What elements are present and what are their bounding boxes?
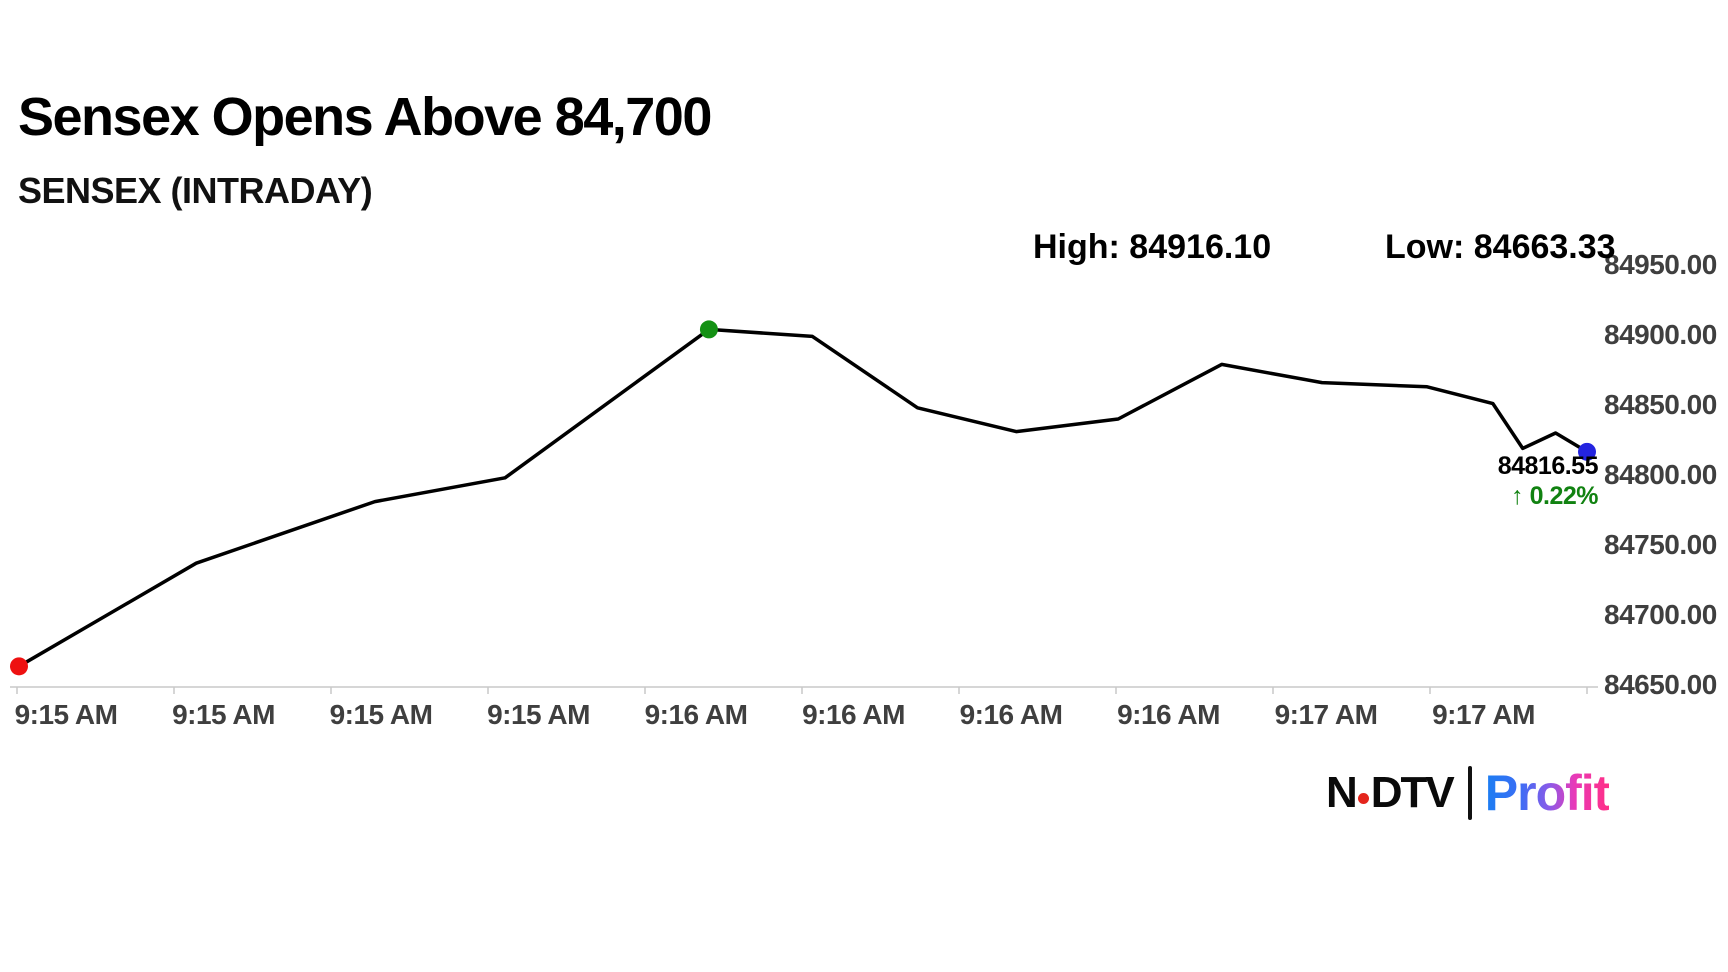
marker-last-price	[1578, 442, 1596, 461]
marker-session-peak	[699, 320, 718, 339]
x-tick-label: 9:15 AM	[172, 699, 275, 730]
ndtv-wordmark: N DTV	[1326, 768, 1455, 818]
low-value-label: Low: 84663.33	[1385, 228, 1616, 266]
page-title: Sensex Opens Above 84,700	[18, 87, 712, 147]
logo-divider	[1467, 766, 1472, 820]
last-price-value: 84816.55	[1497, 452, 1599, 480]
y-tick-label: 84750.00	[1604, 529, 1717, 560]
y-tick-label: 84800.00	[1604, 459, 1717, 490]
x-tick-label: 9:15 AM	[487, 699, 590, 730]
profit-wordmark: Profit	[1484, 765, 1611, 821]
ndtv-letters-dtv: DTV	[1370, 768, 1455, 817]
ndtv-logo-dot-icon	[1357, 793, 1369, 804]
y-tick-label: 84900.00	[1604, 319, 1717, 350]
marker-session-low-open	[10, 657, 28, 676]
last-price-change: ↑ 0.22%	[1511, 481, 1598, 510]
y-tick-label: 84700.00	[1604, 599, 1717, 630]
y-tick-label: 84850.00	[1604, 389, 1717, 420]
ndtv-profit-logo: N DTV Profit	[1326, 764, 1611, 822]
x-tick-label: 9:17 AM	[1432, 699, 1535, 730]
price-line	[17, 327, 1589, 669]
last-price-annotation: 84816.55 ↑ 0.22%	[1497, 452, 1599, 511]
x-tick-label: 9:15 AM	[14, 699, 118, 730]
ndtv-letter-n: N	[1326, 768, 1358, 817]
x-tick-label: 9:17 AM	[1274, 699, 1378, 730]
x-tick-label: 9:16 AM	[802, 699, 905, 730]
high-value-label: High: 84916.10	[1033, 228, 1272, 266]
x-tick-label: 9:15 AM	[329, 699, 433, 730]
y-tick-label: 84950.00	[1604, 249, 1717, 280]
chart-subtitle: SENSEX (INTRADAY)	[18, 170, 373, 211]
x-tick-label: 9:16 AM	[644, 699, 748, 730]
x-tick-label: 9:16 AM	[959, 699, 1063, 730]
x-tick-label: 9:16 AM	[1117, 699, 1220, 730]
y-tick-label: 84650.00	[1604, 669, 1717, 700]
